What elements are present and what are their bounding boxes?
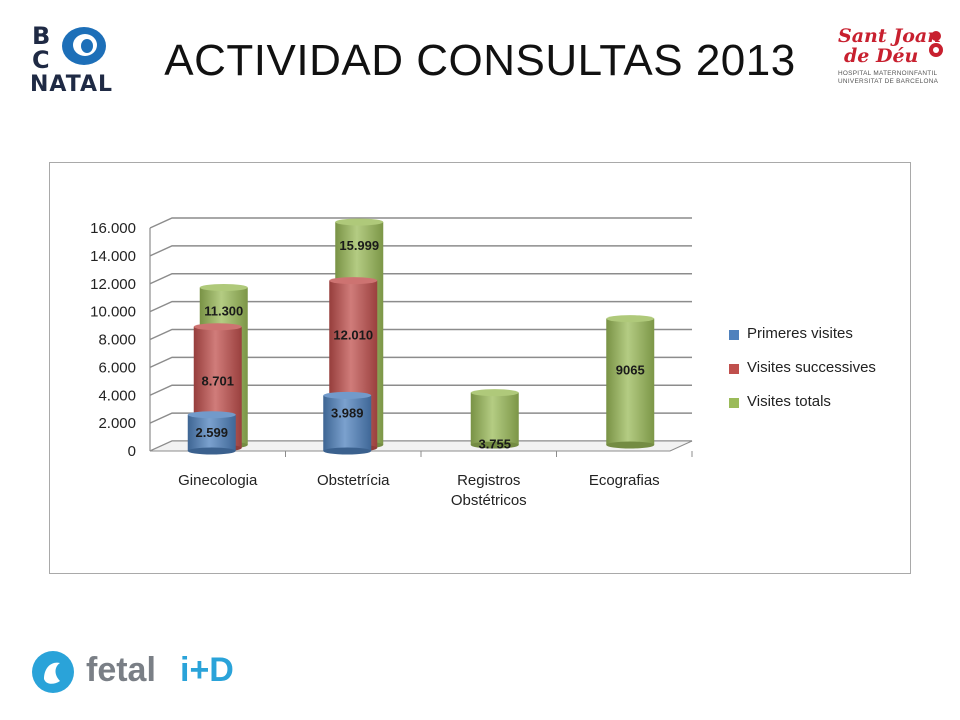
- fetal-id-logo: fetal i+D: [30, 645, 234, 701]
- bar-primeres-top: [323, 391, 372, 399]
- data-label-totals: 3.755: [478, 437, 511, 452]
- fetal-drop-icon: [32, 651, 74, 693]
- data-label-primeres: 2.599: [195, 425, 228, 440]
- x-tick-label: Ecografias: [589, 472, 660, 489]
- legend-label: Visites successives: [747, 359, 876, 376]
- sant-joan-de-deu-logo: Sant Joan de Déu HOSPITAL MATERNOINFANTI…: [838, 26, 948, 96]
- bcnatal-eye-icon: [62, 27, 106, 65]
- sjd-logo-line4: UNIVERSITAT DE BARCELONA: [838, 78, 939, 85]
- legend-label: Visites totals: [747, 393, 831, 410]
- bar-totals-top: [199, 284, 248, 292]
- bcnatal-logo-b: B: [32, 22, 51, 50]
- x-tick-label: Obstétricos: [451, 492, 527, 509]
- bcnatal-logo: B C NATAL: [28, 22, 128, 98]
- stacked-bar-chart: 0 2.000 4.000 6.000 8.000 10.000 12.000 14.000 1…: [90, 217, 693, 509]
- data-label-successives: 12.010: [333, 328, 373, 343]
- bar-primeres-top: [187, 411, 236, 419]
- bar-totals-top: [606, 315, 655, 323]
- y-tick-label: 12.000: [90, 276, 136, 293]
- bar-totals: [470, 392, 519, 445]
- bar-totals-base: [470, 441, 519, 449]
- data-label-successives: 8.701: [201, 374, 234, 389]
- fetal-logo-id: i+D: [180, 651, 234, 689]
- bar-totals-base: [606, 441, 655, 449]
- chart-frame: 0 2.000 4.000 6.000 8.000 10.000 12.000 14.000 1…: [49, 162, 911, 574]
- bcnatal-logo-c: C: [32, 46, 50, 74]
- gridline: [149, 245, 692, 257]
- sjd-logo-line3: HOSPITAL MATERNOINFANTIL: [838, 70, 938, 77]
- bar-primeres-base: [323, 447, 372, 455]
- bcnatal-logo-natal: NATAL: [30, 72, 114, 97]
- gridline: [149, 273, 692, 285]
- y-tick-label: 4.000: [98, 387, 136, 404]
- y-tick-label: 16.000: [90, 220, 136, 237]
- gridline: [149, 217, 692, 229]
- bar-totals-top: [335, 218, 384, 226]
- data-label-totals: 9065: [616, 363, 645, 378]
- legend-swatch: [729, 330, 739, 340]
- bar-totals-top: [470, 389, 519, 397]
- sjd-logo-line2: de Déu: [844, 45, 919, 67]
- legend-label: Primeres visites: [747, 325, 853, 342]
- legend-swatch: [729, 398, 739, 408]
- legend-swatch: [729, 364, 739, 374]
- x-tick-label: Registros: [457, 472, 520, 489]
- gridline: [149, 384, 692, 396]
- bar-totals: [606, 318, 655, 445]
- bar-primeres: [187, 414, 236, 451]
- fetal-logo-word: fetal: [86, 651, 156, 689]
- page-title: ACTIVIDAD CONSULTAS 2013: [164, 36, 796, 85]
- gridline: [149, 356, 692, 369]
- bar-successives-top: [193, 323, 242, 331]
- x-tick-label: Obstetrícia: [317, 472, 390, 489]
- data-label-totals: 11.300: [204, 304, 243, 319]
- y-tick-label: 6.000: [98, 359, 136, 376]
- sjd-emblem-icon: [929, 31, 943, 57]
- gridline: [149, 328, 692, 341]
- y-tick-label: 0: [128, 443, 136, 460]
- y-tick-label: 8.000: [98, 332, 136, 349]
- data-label-totals: 15.999: [339, 238, 379, 253]
- y-tick-label: 10.000: [90, 304, 136, 321]
- sjd-logo-line1: Sant Joan: [838, 25, 942, 47]
- chart-floor: [149, 440, 693, 452]
- bar-successives-top: [329, 277, 378, 285]
- x-tick-label: Ginecologia: [178, 472, 258, 489]
- gridline: [149, 300, 692, 313]
- bar-primeres-base: [187, 447, 236, 455]
- y-tick-label: 2.000: [98, 415, 136, 432]
- data-label-primeres: 3.989: [331, 405, 364, 420]
- y-tick-label: 14.000: [90, 248, 136, 265]
- bar-primeres: [323, 395, 372, 451]
